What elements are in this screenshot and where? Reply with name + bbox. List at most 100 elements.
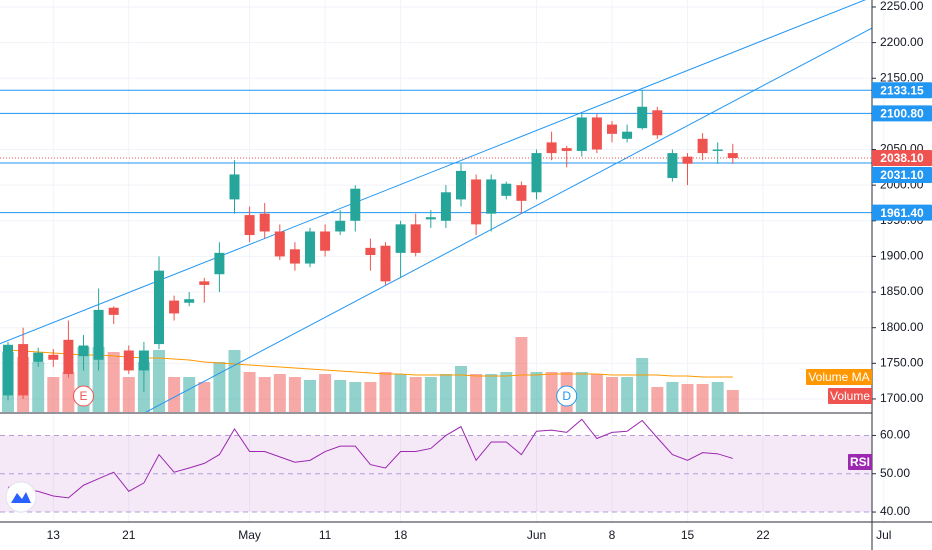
candle-body [214, 252, 225, 275]
level-badge-bg [872, 105, 932, 122]
event-marker [556, 385, 578, 407]
volume-bar [364, 382, 377, 412]
candle-body [471, 179, 482, 225]
volume-badge: Volume [830, 389, 870, 403]
volume-bar [62, 372, 75, 412]
rsi-badge: RSI [850, 455, 870, 469]
y-tick-label: 1900.00 [880, 249, 924, 263]
candle-body [123, 350, 134, 371]
volume-bar [394, 374, 407, 412]
volume-bar [228, 350, 241, 412]
volume-bar [485, 374, 498, 412]
volume-bar [636, 358, 649, 412]
candle-body [682, 156, 693, 164]
volume-bar [258, 377, 271, 412]
candle-body [108, 307, 119, 315]
volume-bar [288, 377, 301, 412]
trend-line [0, 0, 867, 345]
volume-bar [590, 374, 603, 412]
x-tick-label: 21 [122, 528, 136, 542]
candle-body [546, 142, 557, 154]
candle-body [3, 344, 13, 396]
candle-body [486, 179, 497, 214]
x-tick-label: 15 [681, 528, 695, 542]
rsi-tick-label: 60.00 [880, 428, 910, 442]
logo-circle[interactable] [5, 481, 37, 513]
y-tick-label: 1800.00 [880, 320, 924, 334]
x-tick-label: 22 [756, 528, 770, 542]
volume-bar [319, 374, 332, 412]
volume-bar [153, 350, 165, 412]
x-tick-label: 8 [609, 528, 616, 542]
rsi-pane [0, 418, 872, 513]
candle-body [244, 215, 255, 236]
volume-bar [726, 390, 739, 412]
volume-bar [409, 377, 422, 412]
candle-body [138, 350, 149, 371]
volume-bar [304, 380, 316, 412]
volume-bar [606, 377, 618, 412]
candle-body [229, 174, 240, 200]
logo[interactable] [5, 481, 37, 513]
candle-body [652, 110, 663, 136]
candle-body [18, 344, 29, 396]
y-tick-label: 1700.00 [880, 391, 924, 405]
level-badge: 2031.10 [880, 168, 924, 182]
level-badge-bg [872, 204, 932, 221]
volume-bar [213, 362, 226, 412]
rsi-badge-bg [848, 454, 872, 470]
candle-body [274, 231, 285, 257]
candle-body [395, 224, 406, 253]
candle-body [561, 148, 572, 151]
candle-body [607, 124, 617, 134]
volume-bar [168, 377, 181, 412]
volume-ma-badge: Volume MA [808, 370, 869, 384]
volume-bar [92, 347, 105, 412]
logo-icon[interactable] [11, 492, 31, 503]
volume-bar [651, 387, 664, 412]
volume-bar [439, 374, 452, 412]
candle-body [335, 220, 346, 232]
candle-body [289, 249, 300, 264]
volume-bar [243, 372, 256, 412]
candle-body [169, 300, 180, 314]
volume-bar [621, 377, 634, 412]
level-badge: 2100.80 [880, 106, 924, 120]
volume-bar [681, 384, 694, 412]
candle-body [501, 183, 512, 196]
event-label: D [562, 389, 571, 403]
volume-bar [666, 382, 679, 412]
y-tick-label: 1750.00 [880, 355, 924, 369]
y-tick-label: 1850.00 [880, 284, 924, 298]
candle-body [576, 117, 587, 151]
candle-body [622, 131, 633, 139]
rsi-tick-label: 40.00 [880, 504, 910, 518]
volume-bar [334, 380, 347, 412]
overlay: 13 21 May 11 18 Jun 8 15 22 Jul 1700.00 1750.00 1800… [47, 0, 932, 542]
last-price-badge: 2038.10 [880, 151, 924, 165]
candle-body [697, 138, 708, 154]
level-badge-bg [872, 167, 932, 184]
last-price-badge-bg [872, 150, 932, 167]
level-badge: 1961.40 [880, 206, 924, 220]
x-tick-label: Jul [876, 528, 891, 542]
candle-body [727, 153, 738, 159]
candle-body [259, 213, 270, 232]
volume-bar [545, 372, 558, 412]
volume-bar [122, 377, 135, 412]
candle-body [440, 192, 451, 221]
y-tick-label: 2200.00 [880, 35, 924, 49]
level-badge: 2133.15 [880, 83, 924, 97]
candle-body [320, 231, 331, 251]
volume-ma-badge-bg [806, 369, 872, 385]
event-marker [73, 385, 94, 407]
volume-bar [530, 372, 543, 412]
candle-body [305, 231, 315, 264]
volume-bar [711, 382, 724, 412]
y-tick-label: 2150.00 [880, 70, 924, 84]
candle-body [456, 170, 466, 200]
volume-bar [32, 362, 45, 412]
x-tick-label: May [238, 528, 261, 542]
